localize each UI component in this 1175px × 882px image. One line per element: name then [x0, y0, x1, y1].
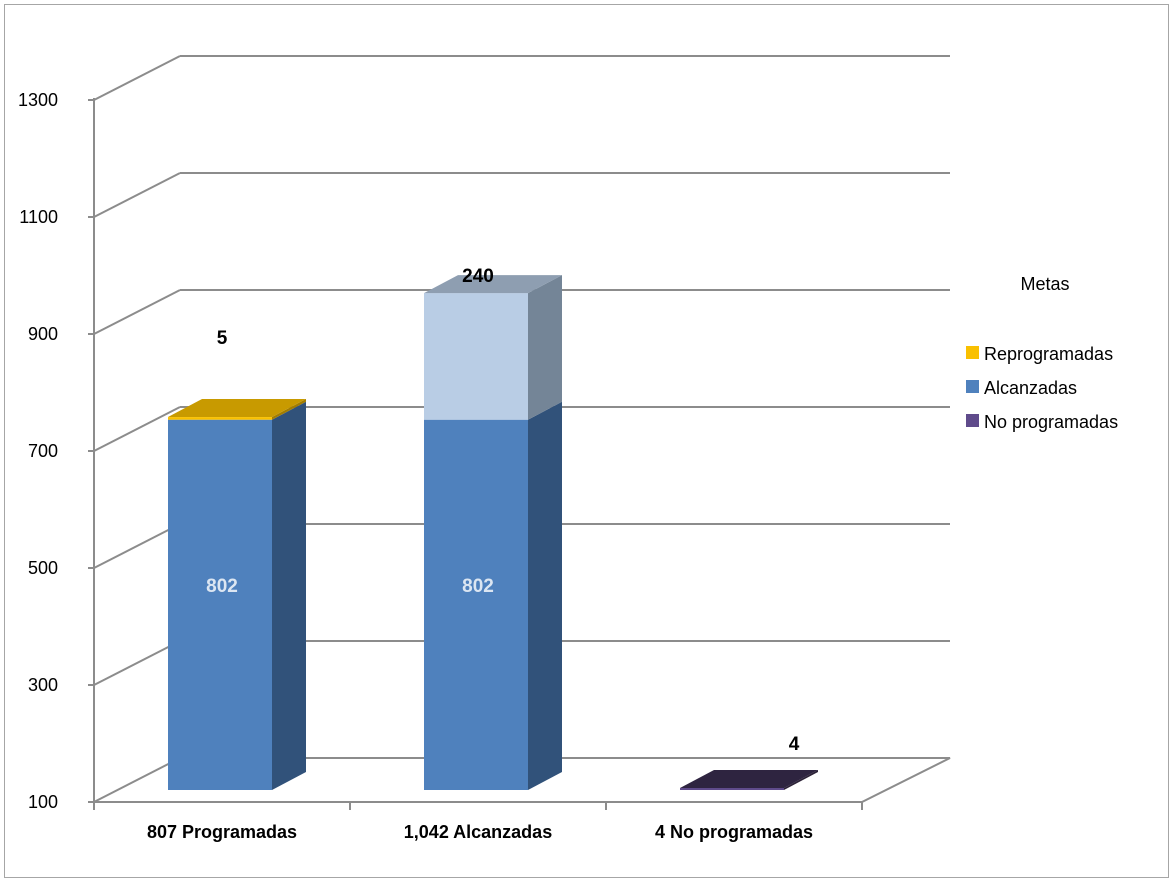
data-label: 802	[206, 576, 238, 597]
bar-segment-top	[680, 770, 818, 788]
bar-segment-front	[168, 417, 272, 420]
data-label: 240	[462, 266, 494, 287]
gridline-diagonal	[93, 172, 181, 218]
gridline-diagonal	[93, 640, 181, 686]
data-label: 802	[462, 576, 494, 597]
y-tick-label: 900	[28, 324, 58, 344]
bars	[168, 275, 818, 790]
gridlines	[93, 55, 951, 803]
bar-segment-side	[528, 275, 562, 420]
y-tick-label: 500	[28, 558, 58, 578]
bar-segment-side	[528, 401, 562, 790]
x-category-label: 4 No programadas	[655, 822, 813, 842]
legend-label: No programadas	[984, 412, 1118, 432]
y-tick-label: 1100	[19, 207, 58, 227]
data-label: 4	[789, 734, 800, 755]
bar-segment-front	[424, 419, 528, 790]
axes: 100 300 500 700 900 1100 1300 807 Programadas 1,…	[18, 90, 863, 842]
y-tick-label: 100	[28, 792, 58, 812]
gridline-diagonal	[93, 55, 181, 101]
bar-segment-top	[168, 399, 306, 418]
bar-segment-front	[168, 419, 272, 790]
data-label: 5	[217, 328, 228, 349]
y-tick-label: 300	[28, 675, 58, 695]
gridline-diagonal	[93, 523, 181, 569]
gridline-diagonal	[93, 289, 181, 335]
x-category-label: 1,042 Alcanzadas	[404, 822, 552, 842]
x-category-label: 807 Programadas	[147, 822, 297, 842]
bar-segment-side	[272, 399, 306, 420]
bar-segment-front	[680, 788, 784, 790]
legend-label: Alcanzadas	[984, 378, 1077, 398]
legend-swatch	[966, 414, 979, 427]
data-labels: 802 5 802 240 4	[206, 266, 800, 755]
legend-label: Reprogramadas	[984, 344, 1113, 364]
bar-segment-side	[272, 401, 306, 790]
legend-swatch	[966, 380, 979, 393]
legend: Metas Reprogramadas Alcanzadas No programa…	[966, 274, 1118, 432]
bar-segment-top	[424, 275, 562, 294]
y-tick-label: 700	[28, 441, 58, 461]
gridline-diagonal	[93, 406, 181, 452]
legend-title: Metas	[1020, 274, 1069, 294]
y-tick-label: 1300	[18, 90, 58, 110]
bar-segment-front	[424, 293, 528, 420]
bar-segment-side	[784, 770, 818, 790]
legend-swatch	[966, 346, 979, 359]
